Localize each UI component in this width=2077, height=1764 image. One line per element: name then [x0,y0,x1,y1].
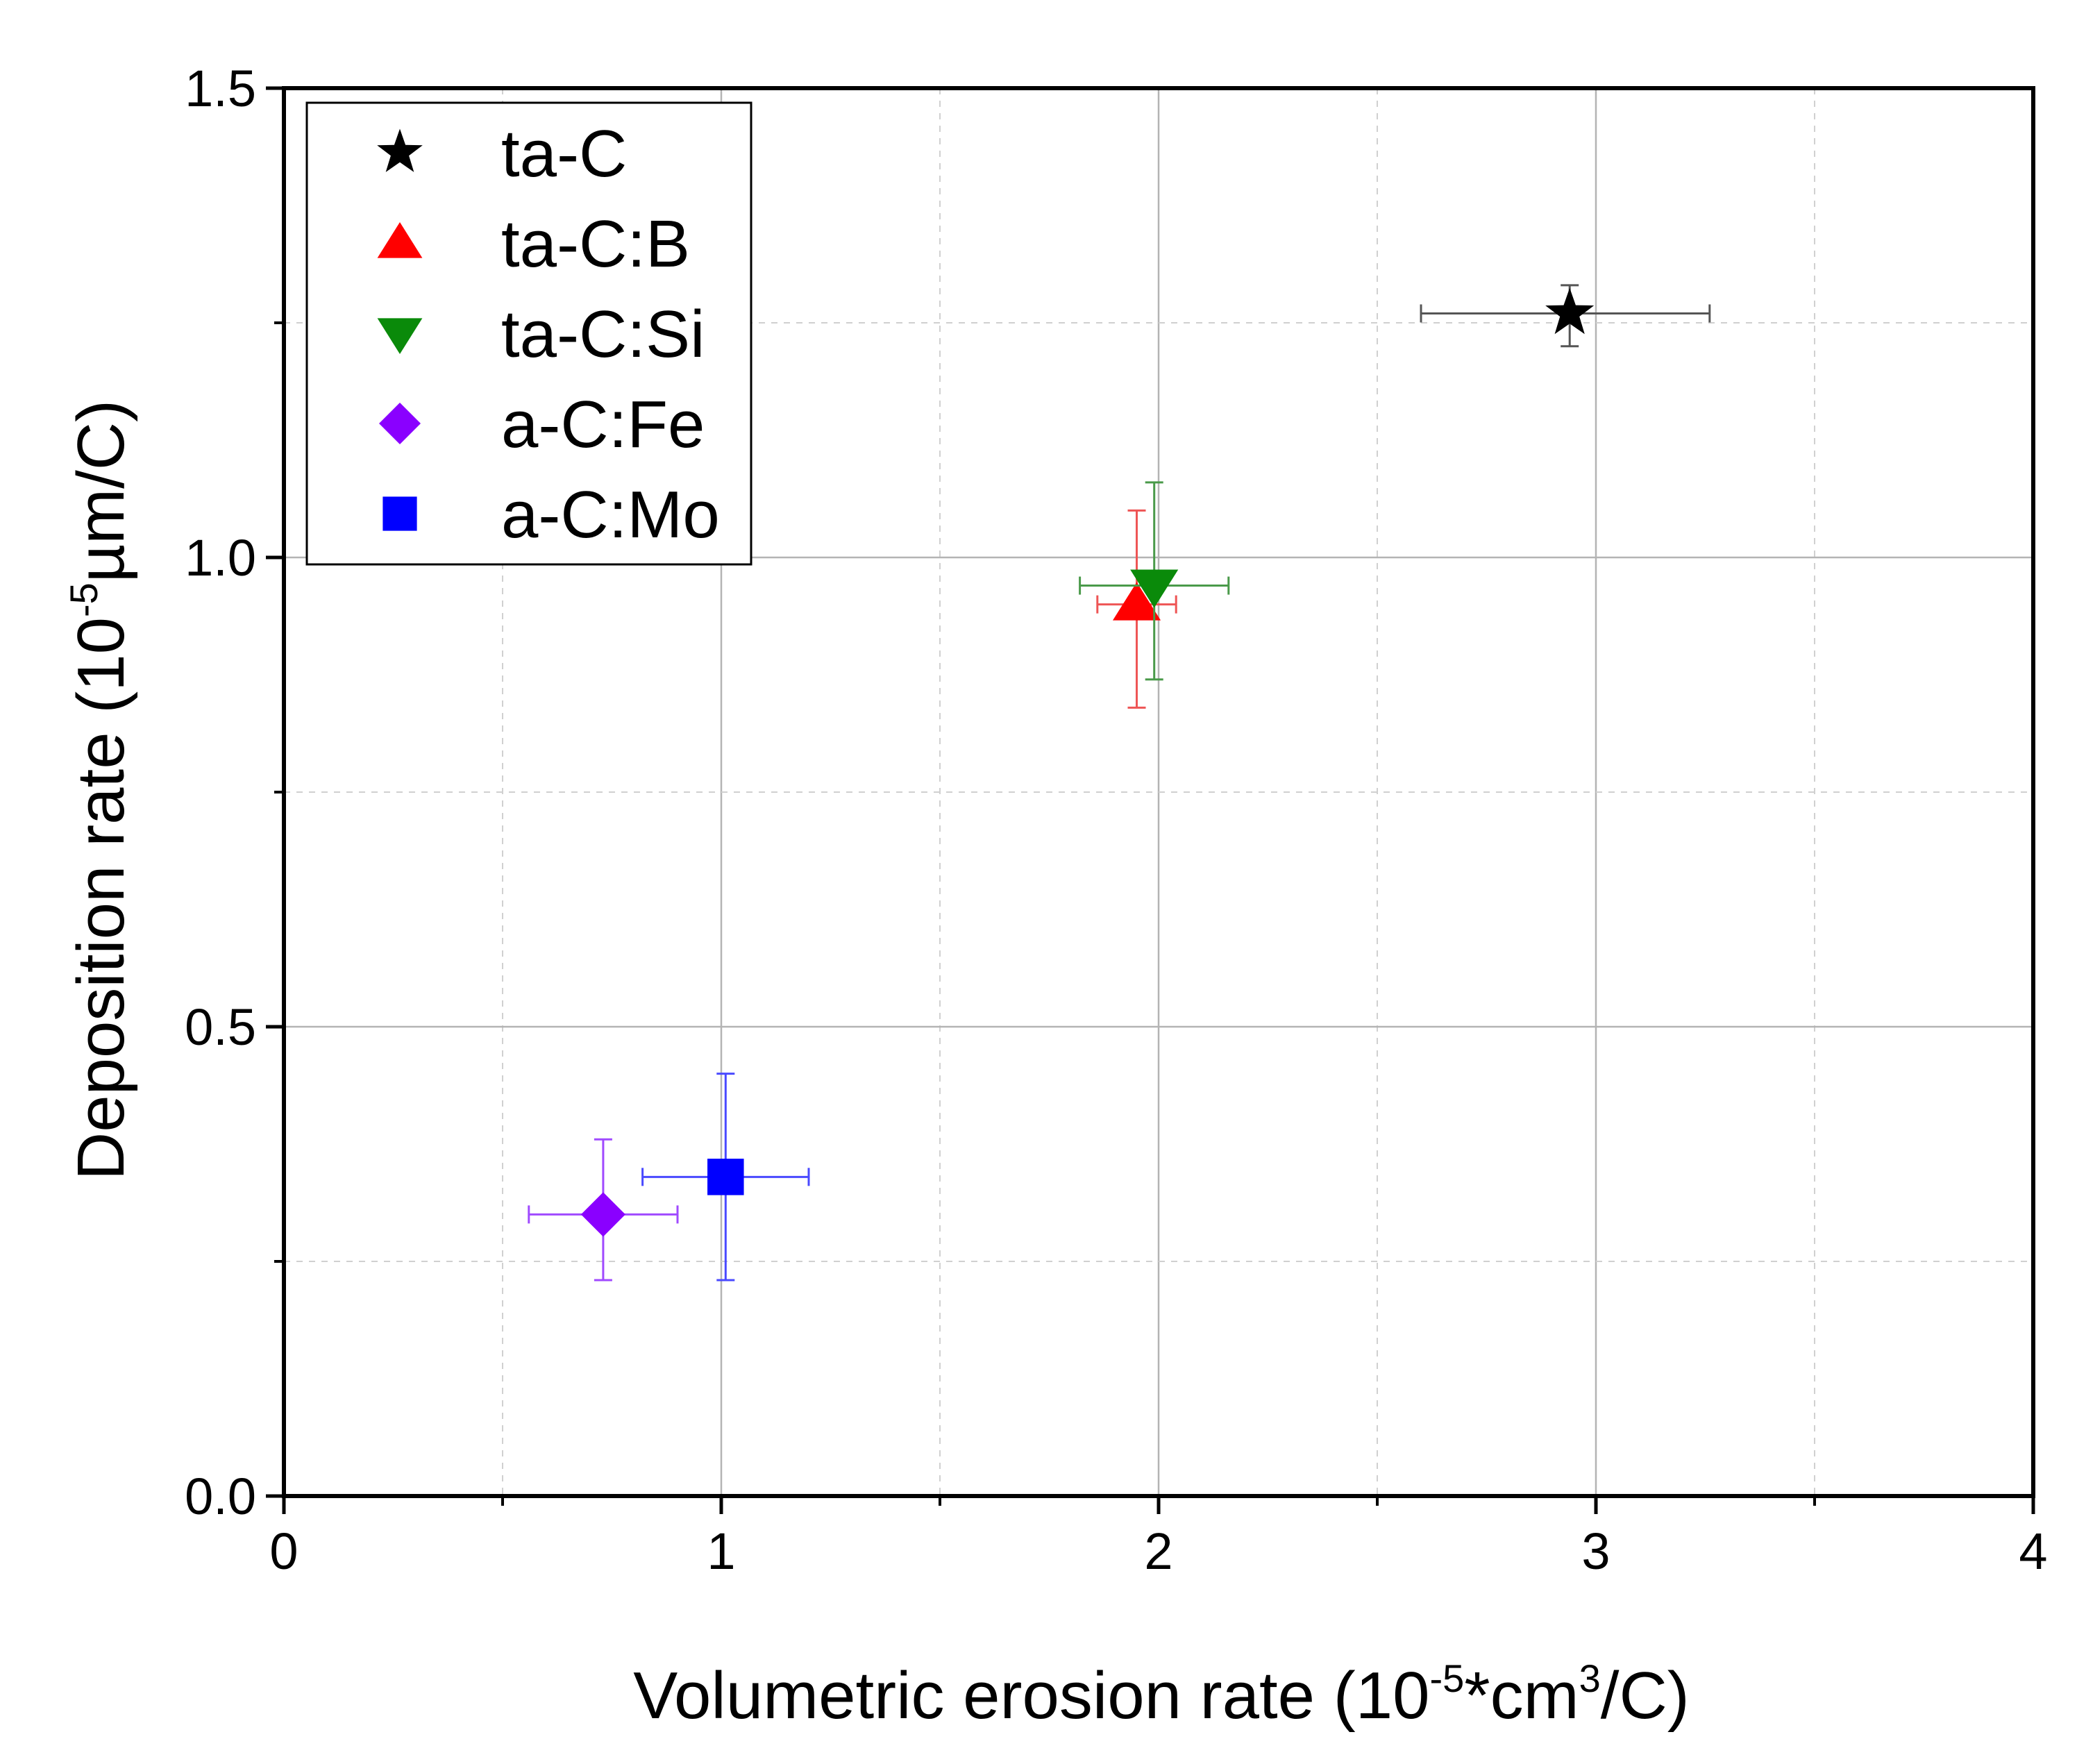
series-ta-c-si [1079,481,1230,681]
x-tick-label: 2 [1144,1522,1172,1580]
legend-box [305,101,752,566]
legend-label-a-c-mo: a-C:Mo [501,478,720,552]
series-a-c-mo [641,1073,810,1282]
series-a-c-fe [528,1138,679,1282]
legend-item-a-c-mo: a-C:Mo [382,478,720,552]
legend-marker-ta-c [377,128,423,172]
series-ta-c [1420,284,1711,348]
legend-item-ta-c-b: ta-C:B [377,207,690,281]
legend-label-ta-c-si: ta-C:Si [501,297,705,371]
legend-item-a-c-fe: a-C:Fe [379,387,705,462]
legend-label-a-c-fe: a-C:Fe [501,387,705,462]
x-axis-title: Volumetric erosion rate (10-5*cm3/C) [633,1656,1689,1733]
series-layer [528,284,1711,1282]
data-point-a-c-fe [580,1192,625,1237]
y-tick-label: 1.5 [185,60,256,117]
data-point-ta-c [1545,287,1595,335]
ticks-layer: 0 1 2 3 4 0.0 0.5 1.0 1.5 [185,60,2047,1580]
legend-item-ta-c-si: ta-C:Si [377,297,705,371]
legend-marker-a-c-fe [379,403,421,444]
legend-marker-ta-c-b [377,222,423,258]
data-point-ta-c-si [1130,569,1179,608]
x-tick-label: 3 [1581,1522,1610,1580]
y-tick-label: 0.5 [185,998,256,1056]
legend-label-ta-c-b: ta-C:B [501,207,690,281]
legend-marker-a-c-mo [382,496,417,531]
data-point-ta-c-b [1112,582,1161,621]
legend-label-ta-c: ta-C [501,117,627,191]
series-ta-c-b [1096,509,1177,709]
x-tick-label: 4 [2019,1522,2047,1580]
legend-marker-ta-c-si [377,318,423,354]
y-tick-label: 0.0 [185,1468,256,1525]
y-tick-label: 1.0 [185,529,256,587]
x-tick-label: 1 [707,1522,735,1580]
y-axis-title: Deposition rate (10-5µm/C) [62,400,138,1180]
x-tick-label: 0 [269,1522,298,1580]
legend-item-ta-c: ta-C [377,117,627,191]
legend: ta-C ta-C:B ta-C:Si a-C:Fe a-C:Mo [305,101,752,566]
data-point-a-c-mo [707,1159,744,1195]
